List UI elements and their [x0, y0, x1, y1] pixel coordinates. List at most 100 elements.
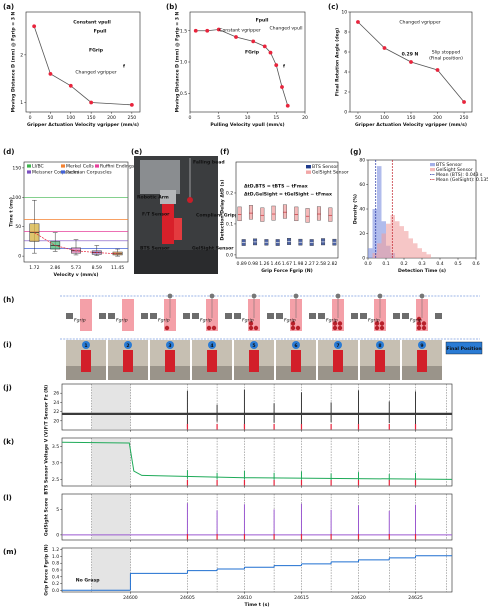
legend-swatch [61, 170, 65, 174]
jaw-right [183, 313, 190, 319]
x-tick-label: 0 [29, 115, 32, 121]
x-tick-label: 1.67 [282, 261, 292, 267]
detection-marker [414, 534, 417, 540]
jaw-right [267, 313, 274, 319]
y-tick-label: 26 [53, 391, 59, 397]
x-tick-label: 15 [273, 115, 279, 121]
x-tick-label: 200 [107, 115, 116, 121]
panel-label: (h) [3, 296, 14, 304]
y-tick-label: 2.5 [52, 477, 59, 483]
detection-marker [330, 480, 332, 486]
annotation: FGrip [89, 48, 104, 54]
x-tick-label: 2.58 [316, 261, 326, 267]
x-tick-label: 0.4 [436, 261, 443, 267]
bead-top [419, 293, 425, 299]
histogram-bar [417, 248, 422, 258]
x-tick-label: 0.3 [418, 261, 425, 267]
x-tick-label: 50 [355, 115, 361, 121]
annotation: Fpull [256, 18, 269, 24]
x-tick-label: 150 [407, 115, 416, 121]
gripper [417, 350, 427, 372]
box [282, 204, 287, 219]
data-point [409, 60, 413, 64]
box [328, 207, 333, 222]
legend-label: GelSight Sensor [312, 170, 349, 176]
step-badge [250, 341, 258, 349]
annotation: (Final position) [429, 56, 463, 62]
step-badge [82, 341, 90, 349]
x-tick-label: 1.98 [293, 261, 303, 267]
histogram-bar [368, 248, 373, 258]
data-point [68, 83, 73, 88]
y-tick-label: 10 [341, 10, 347, 16]
y-tick-label: 5 [56, 507, 59, 513]
gripper [291, 350, 301, 372]
force-label: Fgrip [200, 318, 212, 324]
detection-marker [388, 424, 390, 430]
y-tick-label: 3.0 [52, 460, 59, 466]
step-number: 7 [336, 343, 339, 349]
detection-marker [216, 424, 218, 430]
y-tick-label: 1.2 [52, 547, 59, 553]
x-tick-label: 0.6 [472, 261, 479, 267]
jaw-left [402, 313, 409, 319]
bead-top [167, 293, 173, 299]
data-point [435, 68, 440, 72]
data-point [285, 103, 290, 108]
y-axis-label: Grip Force Fgrip (N) [44, 544, 50, 596]
annotation: Constant vgripper [219, 28, 261, 34]
y-tick-label: 4 [344, 70, 347, 76]
data-point [193, 28, 198, 33]
x-tick-label: 1.46 [271, 261, 281, 267]
y-tick-label: 50 [15, 224, 21, 230]
legend-swatch [430, 163, 435, 167]
y-tick-label: 80 [359, 158, 365, 164]
x-tick-label: 50 [47, 115, 53, 121]
photo-floor [192, 366, 232, 380]
histogram-bar [408, 238, 413, 258]
y-axis-label: Moving Distance D (mm) @ Fgrip = 3 N [11, 11, 17, 112]
legend-label: Mean (BTS): 0.043 s [436, 172, 483, 178]
bead [337, 321, 343, 326]
gripper [249, 350, 259, 372]
panel-label: (j) [3, 384, 12, 392]
bead [416, 325, 422, 331]
y-tick-label: 2 [344, 90, 347, 96]
data-point [251, 39, 256, 44]
annotation: Changed vgripper [75, 70, 116, 76]
x-tick-label: 0 [189, 115, 192, 121]
y-tick-label: 0.0 [226, 252, 233, 258]
data-point [32, 24, 37, 29]
bead-top [335, 293, 341, 299]
legend-label: GelSight Sensor [436, 167, 473, 173]
y-axis-label: Density (%) [353, 194, 359, 224]
x-tick-label: 24620 [351, 595, 366, 601]
photo-floor [276, 366, 316, 380]
data-point [262, 44, 267, 49]
final-badge [445, 341, 483, 355]
data-point [462, 100, 466, 104]
photo-label: Compliant Gripper [196, 213, 244, 219]
x-axis-label: Time t (s) [245, 602, 270, 608]
legend-swatch [61, 164, 65, 168]
photo-label: GelSight Sensor [192, 246, 234, 252]
x-tick-label: 20 [302, 115, 308, 121]
box [294, 206, 299, 222]
data-point [205, 28, 210, 33]
legend-label: Ruffini Endings [100, 164, 135, 170]
bead [290, 325, 296, 331]
x-tick-label: 0.1 [382, 261, 389, 267]
sensor-pad [122, 299, 134, 331]
bead [295, 325, 301, 331]
bead [248, 321, 254, 326]
bead [421, 325, 427, 331]
no-grasp-shade [91, 494, 131, 540]
y-tick-label: 0.6 [52, 568, 59, 574]
box [316, 206, 321, 221]
jaw-right [99, 313, 106, 319]
sensor-pad [80, 299, 92, 331]
data-point [280, 85, 284, 89]
x-tick-label: 100 [380, 115, 389, 121]
force-label: Fgrip [242, 318, 254, 324]
detection-marker [414, 424, 417, 430]
